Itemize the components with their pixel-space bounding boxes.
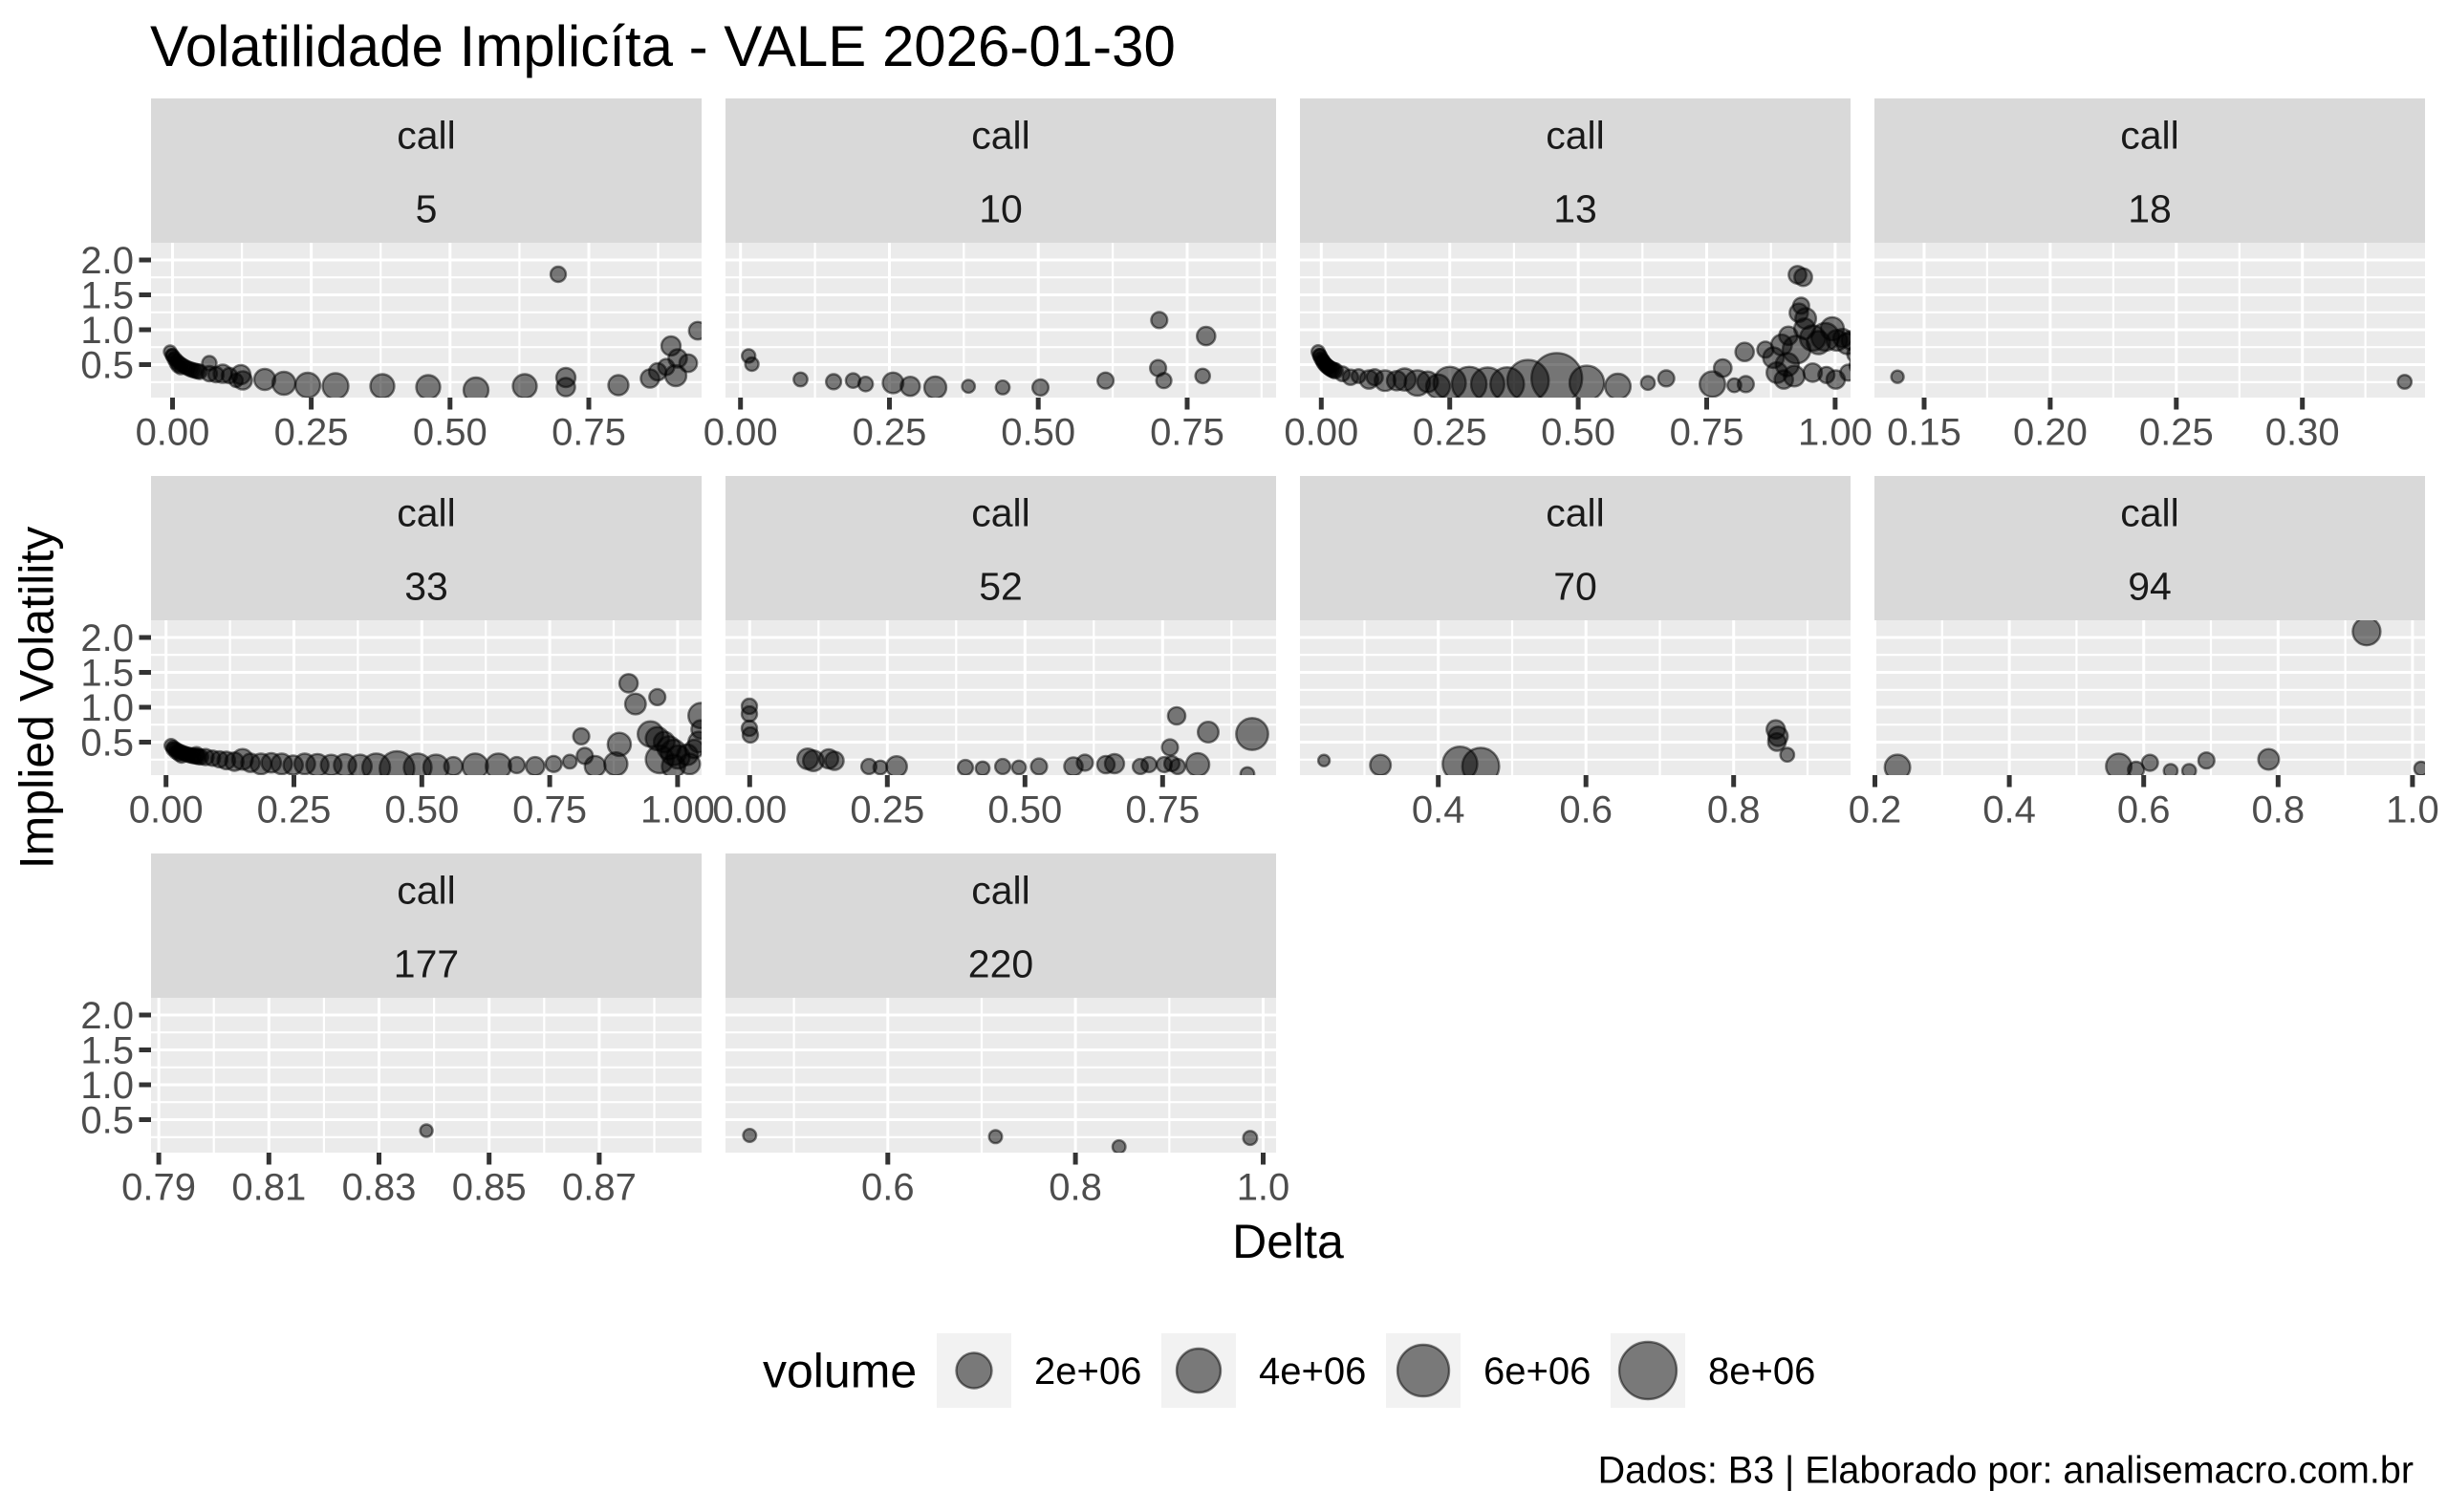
svg-text:Implied Volatility: Implied Volatility: [11, 527, 64, 870]
svg-text:call: call: [971, 491, 1030, 535]
svg-text:Dados: B3 | Elaborado por: ana: Dados: B3 | Elaborado por: analisemacro.…: [1598, 1450, 2414, 1492]
svg-text:18: 18: [2128, 187, 2172, 231]
svg-text:0.5: 0.5: [80, 1100, 134, 1142]
svg-text:220: 220: [968, 942, 1033, 986]
svg-text:0.2: 0.2: [1849, 789, 1902, 832]
svg-text:2e+06: 2e+06: [1034, 1350, 1141, 1393]
svg-text:volume: volume: [763, 1345, 917, 1398]
svg-text:4e+06: 4e+06: [1259, 1350, 1366, 1393]
svg-text:0.00: 0.00: [704, 412, 778, 454]
svg-text:0.25: 0.25: [850, 789, 924, 832]
svg-text:0.25: 0.25: [274, 412, 349, 454]
svg-text:0.25: 0.25: [2139, 412, 2214, 454]
svg-text:1.00: 1.00: [640, 789, 715, 832]
svg-text:0.50: 0.50: [384, 789, 459, 832]
svg-text:0.50: 0.50: [413, 412, 487, 454]
svg-text:94: 94: [2128, 565, 2172, 609]
svg-text:call: call: [971, 869, 1030, 913]
svg-text:5: 5: [416, 187, 438, 231]
svg-text:1.0: 1.0: [80, 310, 134, 352]
svg-text:0.00: 0.00: [136, 412, 210, 454]
svg-text:8e+06: 8e+06: [1708, 1350, 1815, 1393]
svg-text:0.15: 0.15: [1887, 412, 1961, 454]
svg-text:1.0: 1.0: [2386, 789, 2439, 832]
svg-text:0.8: 0.8: [1049, 1167, 1102, 1209]
svg-text:0.25: 0.25: [853, 412, 927, 454]
svg-text:10: 10: [979, 187, 1023, 231]
svg-text:0.75: 0.75: [512, 789, 587, 832]
svg-text:0.83: 0.83: [342, 1167, 417, 1209]
svg-text:0.50: 0.50: [987, 789, 1062, 832]
svg-text:1.0: 1.0: [80, 687, 134, 729]
svg-text:70: 70: [1553, 565, 1597, 609]
svg-text:0.75: 0.75: [1125, 789, 1200, 832]
svg-text:0.50: 0.50: [1001, 412, 1075, 454]
svg-text:177: 177: [394, 942, 459, 986]
svg-text:call: call: [397, 491, 456, 535]
svg-text:0.5: 0.5: [80, 345, 134, 387]
svg-text:1.5: 1.5: [80, 275, 134, 317]
svg-text:1.5: 1.5: [80, 1030, 134, 1072]
svg-text:0.75: 0.75: [552, 412, 626, 454]
svg-text:33: 33: [404, 565, 448, 609]
svg-text:call: call: [2120, 491, 2179, 535]
svg-text:2.0: 2.0: [80, 995, 134, 1037]
svg-text:0.00: 0.00: [712, 789, 787, 832]
svg-text:6e+06: 6e+06: [1483, 1350, 1591, 1393]
svg-text:1.0: 1.0: [1237, 1167, 1290, 1209]
svg-text:0.8: 0.8: [2251, 789, 2305, 832]
svg-text:0.6: 0.6: [861, 1167, 915, 1209]
svg-text:0.00: 0.00: [129, 789, 204, 832]
svg-text:0.30: 0.30: [2265, 412, 2340, 454]
svg-text:0.00: 0.00: [1284, 412, 1358, 454]
svg-text:0.6: 0.6: [1559, 789, 1613, 832]
svg-text:0.85: 0.85: [452, 1167, 527, 1209]
svg-text:1.00: 1.00: [1798, 412, 1873, 454]
svg-text:1.5: 1.5: [80, 653, 134, 695]
svg-text:call: call: [971, 114, 1030, 158]
svg-text:0.5: 0.5: [80, 723, 134, 765]
svg-text:0.4: 0.4: [1412, 789, 1465, 832]
svg-text:0.75: 0.75: [1670, 412, 1744, 454]
svg-text:call: call: [1546, 114, 1605, 158]
svg-text:call: call: [397, 114, 456, 158]
svg-text:0.20: 0.20: [2013, 412, 2088, 454]
svg-text:Delta: Delta: [1232, 1215, 1344, 1268]
svg-text:0.4: 0.4: [1982, 789, 2036, 832]
svg-text:call: call: [397, 869, 456, 913]
svg-text:call: call: [1546, 491, 1605, 535]
svg-text:13: 13: [1553, 187, 1597, 231]
svg-text:2.0: 2.0: [80, 617, 134, 659]
svg-text:0.6: 0.6: [2117, 789, 2171, 832]
svg-text:0.8: 0.8: [1707, 789, 1761, 832]
svg-text:0.50: 0.50: [1541, 412, 1615, 454]
svg-text:0.25: 0.25: [257, 789, 332, 832]
svg-text:2.0: 2.0: [80, 240, 134, 282]
svg-text:0.25: 0.25: [1413, 412, 1487, 454]
svg-text:Volatilidade Implicíta - VALE: Volatilidade Implicíta - VALE 2026-01-30: [150, 14, 1176, 78]
svg-text:0.75: 0.75: [1150, 412, 1224, 454]
svg-text:52: 52: [979, 565, 1023, 609]
svg-text:0.81: 0.81: [231, 1167, 306, 1209]
svg-text:0.87: 0.87: [562, 1167, 637, 1209]
svg-text:1.0: 1.0: [80, 1065, 134, 1107]
svg-text:call: call: [2120, 114, 2179, 158]
svg-text:0.79: 0.79: [121, 1167, 196, 1209]
